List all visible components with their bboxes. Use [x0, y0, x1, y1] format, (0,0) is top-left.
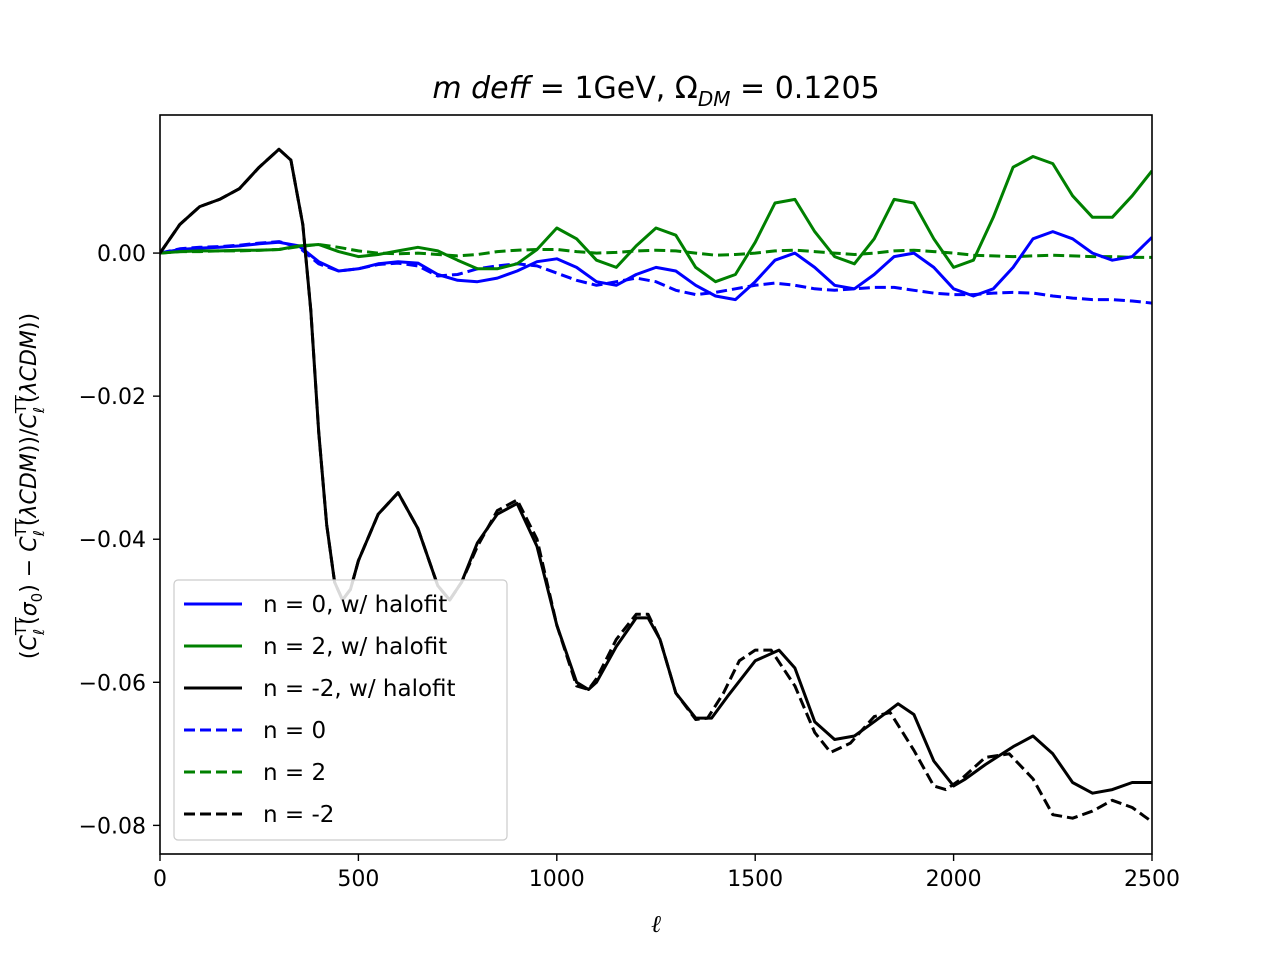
y-tick-label: −0.02	[79, 385, 146, 410]
series-line-6	[160, 147, 1152, 824]
legend-label: n = 2, w/ halofit	[263, 634, 447, 660]
x-tick-label: 1500	[727, 867, 783, 892]
svg-text:(CTTℓ(σ0) − CTTℓ(λCDM))/CTTℓ(λ: (CTTℓ(σ0) − CTTℓ(λCDM))/CTTℓ(λCDM))	[12, 313, 48, 659]
legend-box	[173, 579, 508, 841]
x-tick-label: 500	[337, 867, 379, 892]
series-line-4	[160, 240, 1152, 305]
legend-label: n = -2	[263, 802, 334, 828]
legend-label: n = 0	[263, 718, 326, 744]
legend-label: n = -2, w/ halofit	[263, 676, 456, 702]
y-axis-ticks: 0.00 −0.02 −0.04 −0.06 −0.08	[79, 242, 160, 839]
chart-title: m deff = 1GeV, ΩDM = 0.1205	[432, 71, 879, 111]
x-axis-label: ℓ	[651, 910, 661, 938]
legend: n = 0, w/ halofit n = 2, w/ halofit n = -2…	[173, 579, 508, 841]
legend-label: n = 0, w/ halofit	[263, 592, 447, 618]
series-line-2	[160, 155, 1152, 284]
x-tick-label: 0	[153, 867, 167, 892]
x-tick-label: 1000	[529, 867, 585, 892]
series-group	[160, 147, 1152, 824]
x-tick-label: 2000	[926, 867, 982, 892]
x-axis-ticks: 0 500 1000 1500 2000 2500	[153, 854, 1180, 892]
y-tick-label: −0.06	[79, 671, 146, 696]
plot-frame	[159, 114, 1153, 855]
y-tick-label: −0.08	[79, 814, 146, 839]
legend-label: n = 2	[263, 760, 326, 786]
y-tick-label: −0.04	[79, 528, 146, 553]
series-line-3	[160, 147, 1152, 795]
series-line-1	[160, 230, 1152, 302]
x-tick-label: 2500	[1124, 867, 1180, 892]
y-tick-label: 0.00	[97, 242, 146, 267]
y-axis-label: (CTTℓ(σ0) − CTTℓ(λCDM))/CTTℓ(λCDM))	[12, 313, 48, 659]
